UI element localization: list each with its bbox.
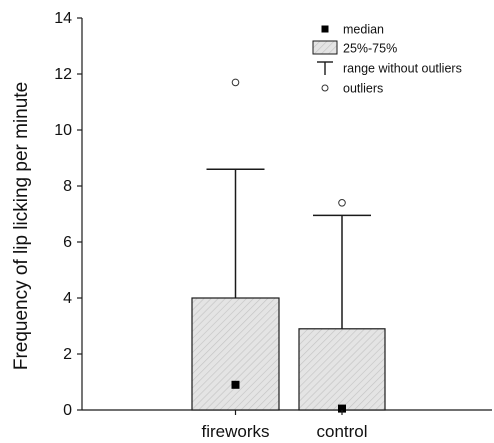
y-tick-label: 6 [63,234,72,251]
x-tick-label-control: control [316,422,367,441]
y-axis: 0 2 4 6 8 10 12 14 [54,10,82,419]
y-tick-label: 8 [63,178,72,195]
legend-label-outliers: outliers [343,82,383,96]
outlier-point [231,78,240,87]
boxes [191,78,386,413]
legend-label-range: range without outliers [343,62,462,76]
y-tick-label: 12 [54,66,72,83]
box-control [298,199,386,413]
iqr-box [191,297,280,411]
legend-label-iqr: 25%-75% [343,42,397,56]
legend-label-median: median [343,23,384,37]
legend-iqr-symbol [312,40,338,55]
y-tick-label: 10 [54,122,72,139]
iqr-box [298,328,386,411]
plot-frame [81,18,492,411]
legend: median 25%-75% range without outliers outli… [312,23,462,96]
y-tick-label: 14 [54,10,72,27]
legend-median-symbol [321,25,329,33]
y-tick-label: 2 [63,346,72,363]
legend-item-outliers: outliers [321,82,383,96]
outlier-point [338,199,346,207]
y-tick-label: 4 [63,290,72,307]
y-tick-label: 0 [63,402,72,419]
y-axis-title: Frequency of lip licking per minute [11,82,32,370]
legend-item-range: range without outliers [317,61,462,76]
legend-outlier-symbol [321,84,329,92]
x-tick-label-fireworks: fireworks [201,422,269,441]
legend-item-median: median [321,23,384,37]
x-axis: fireworks control [201,410,368,441]
median-marker [231,380,240,389]
median-marker [338,404,346,413]
legend-item-iqr: 25%-75% [312,40,397,56]
box-fireworks [191,78,280,411]
